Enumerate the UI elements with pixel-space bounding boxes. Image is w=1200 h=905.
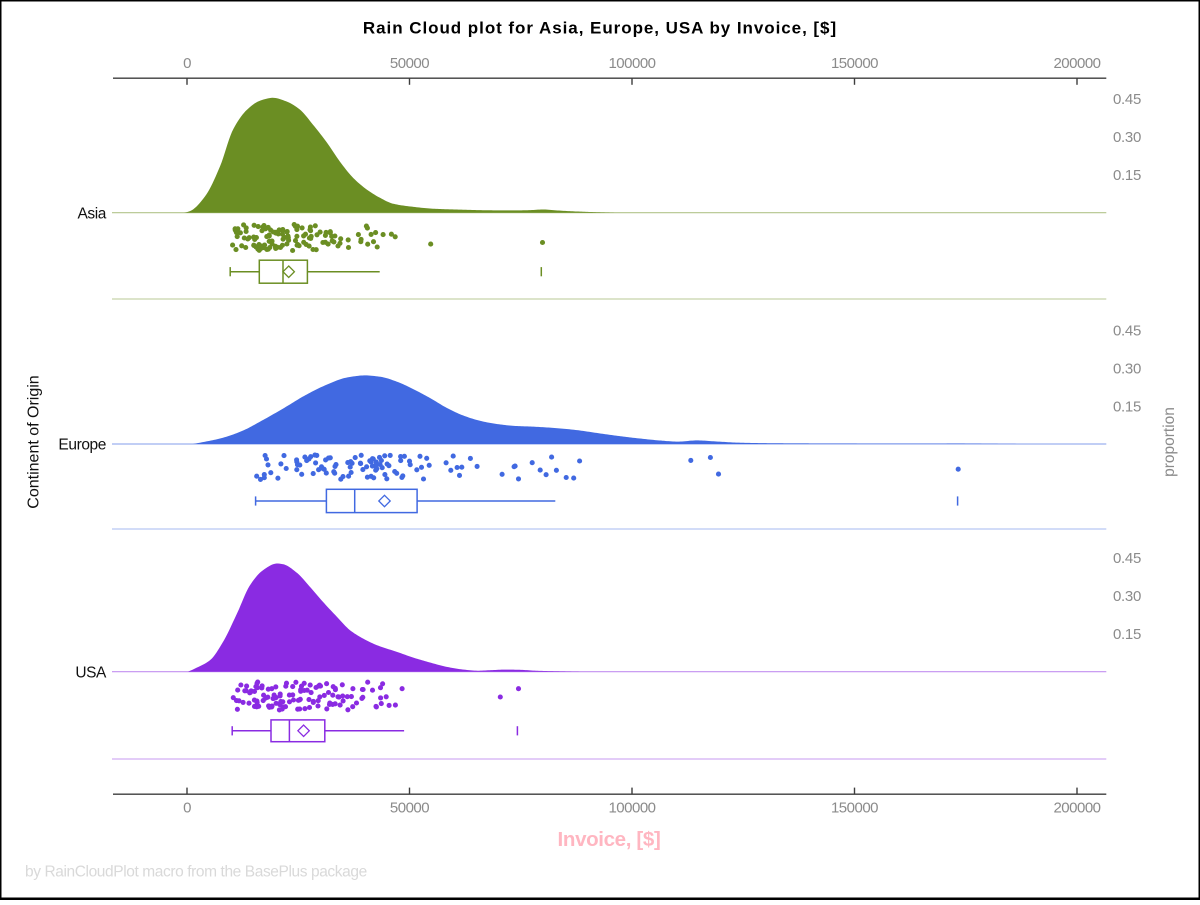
svg-text:150000: 150000 <box>831 55 878 72</box>
svg-text:0.45: 0.45 <box>1113 550 1141 567</box>
svg-text:50000: 50000 <box>390 55 429 72</box>
svg-text:by RainCloudPlot macro from th: by RainCloudPlot macro from the BasePlus… <box>25 863 367 880</box>
svg-text:Rain Cloud plot for Asia, Euro: Rain Cloud plot for Asia, Europe, USA by… <box>363 19 837 38</box>
svg-text:USA: USA <box>75 664 107 681</box>
svg-text:0.15: 0.15 <box>1113 626 1141 643</box>
svg-text:200000: 200000 <box>1053 799 1100 816</box>
svg-text:200000: 200000 <box>1053 55 1100 72</box>
svg-text:Continent of Origin: Continent of Origin <box>26 375 43 508</box>
svg-text:0.15: 0.15 <box>1113 167 1141 184</box>
svg-text:0: 0 <box>183 55 191 72</box>
svg-text:100000: 100000 <box>608 55 655 72</box>
svg-text:150000: 150000 <box>831 799 878 816</box>
svg-text:0.30: 0.30 <box>1113 360 1141 377</box>
svg-text:proportion: proportion <box>1161 407 1178 477</box>
svg-text:0.30: 0.30 <box>1113 588 1141 605</box>
svg-text:100000: 100000 <box>608 799 655 816</box>
svg-text:0.30: 0.30 <box>1113 129 1141 146</box>
svg-text:Invoice, [$]: Invoice, [$] <box>558 828 661 851</box>
svg-text:0.45: 0.45 <box>1113 91 1141 108</box>
svg-text:0: 0 <box>183 799 191 816</box>
svg-text:Asia: Asia <box>77 205 106 222</box>
svg-text:Europe: Europe <box>58 437 106 454</box>
svg-text:50000: 50000 <box>390 799 429 816</box>
svg-text:0.15: 0.15 <box>1113 398 1141 415</box>
svg-text:0.45: 0.45 <box>1113 322 1141 339</box>
